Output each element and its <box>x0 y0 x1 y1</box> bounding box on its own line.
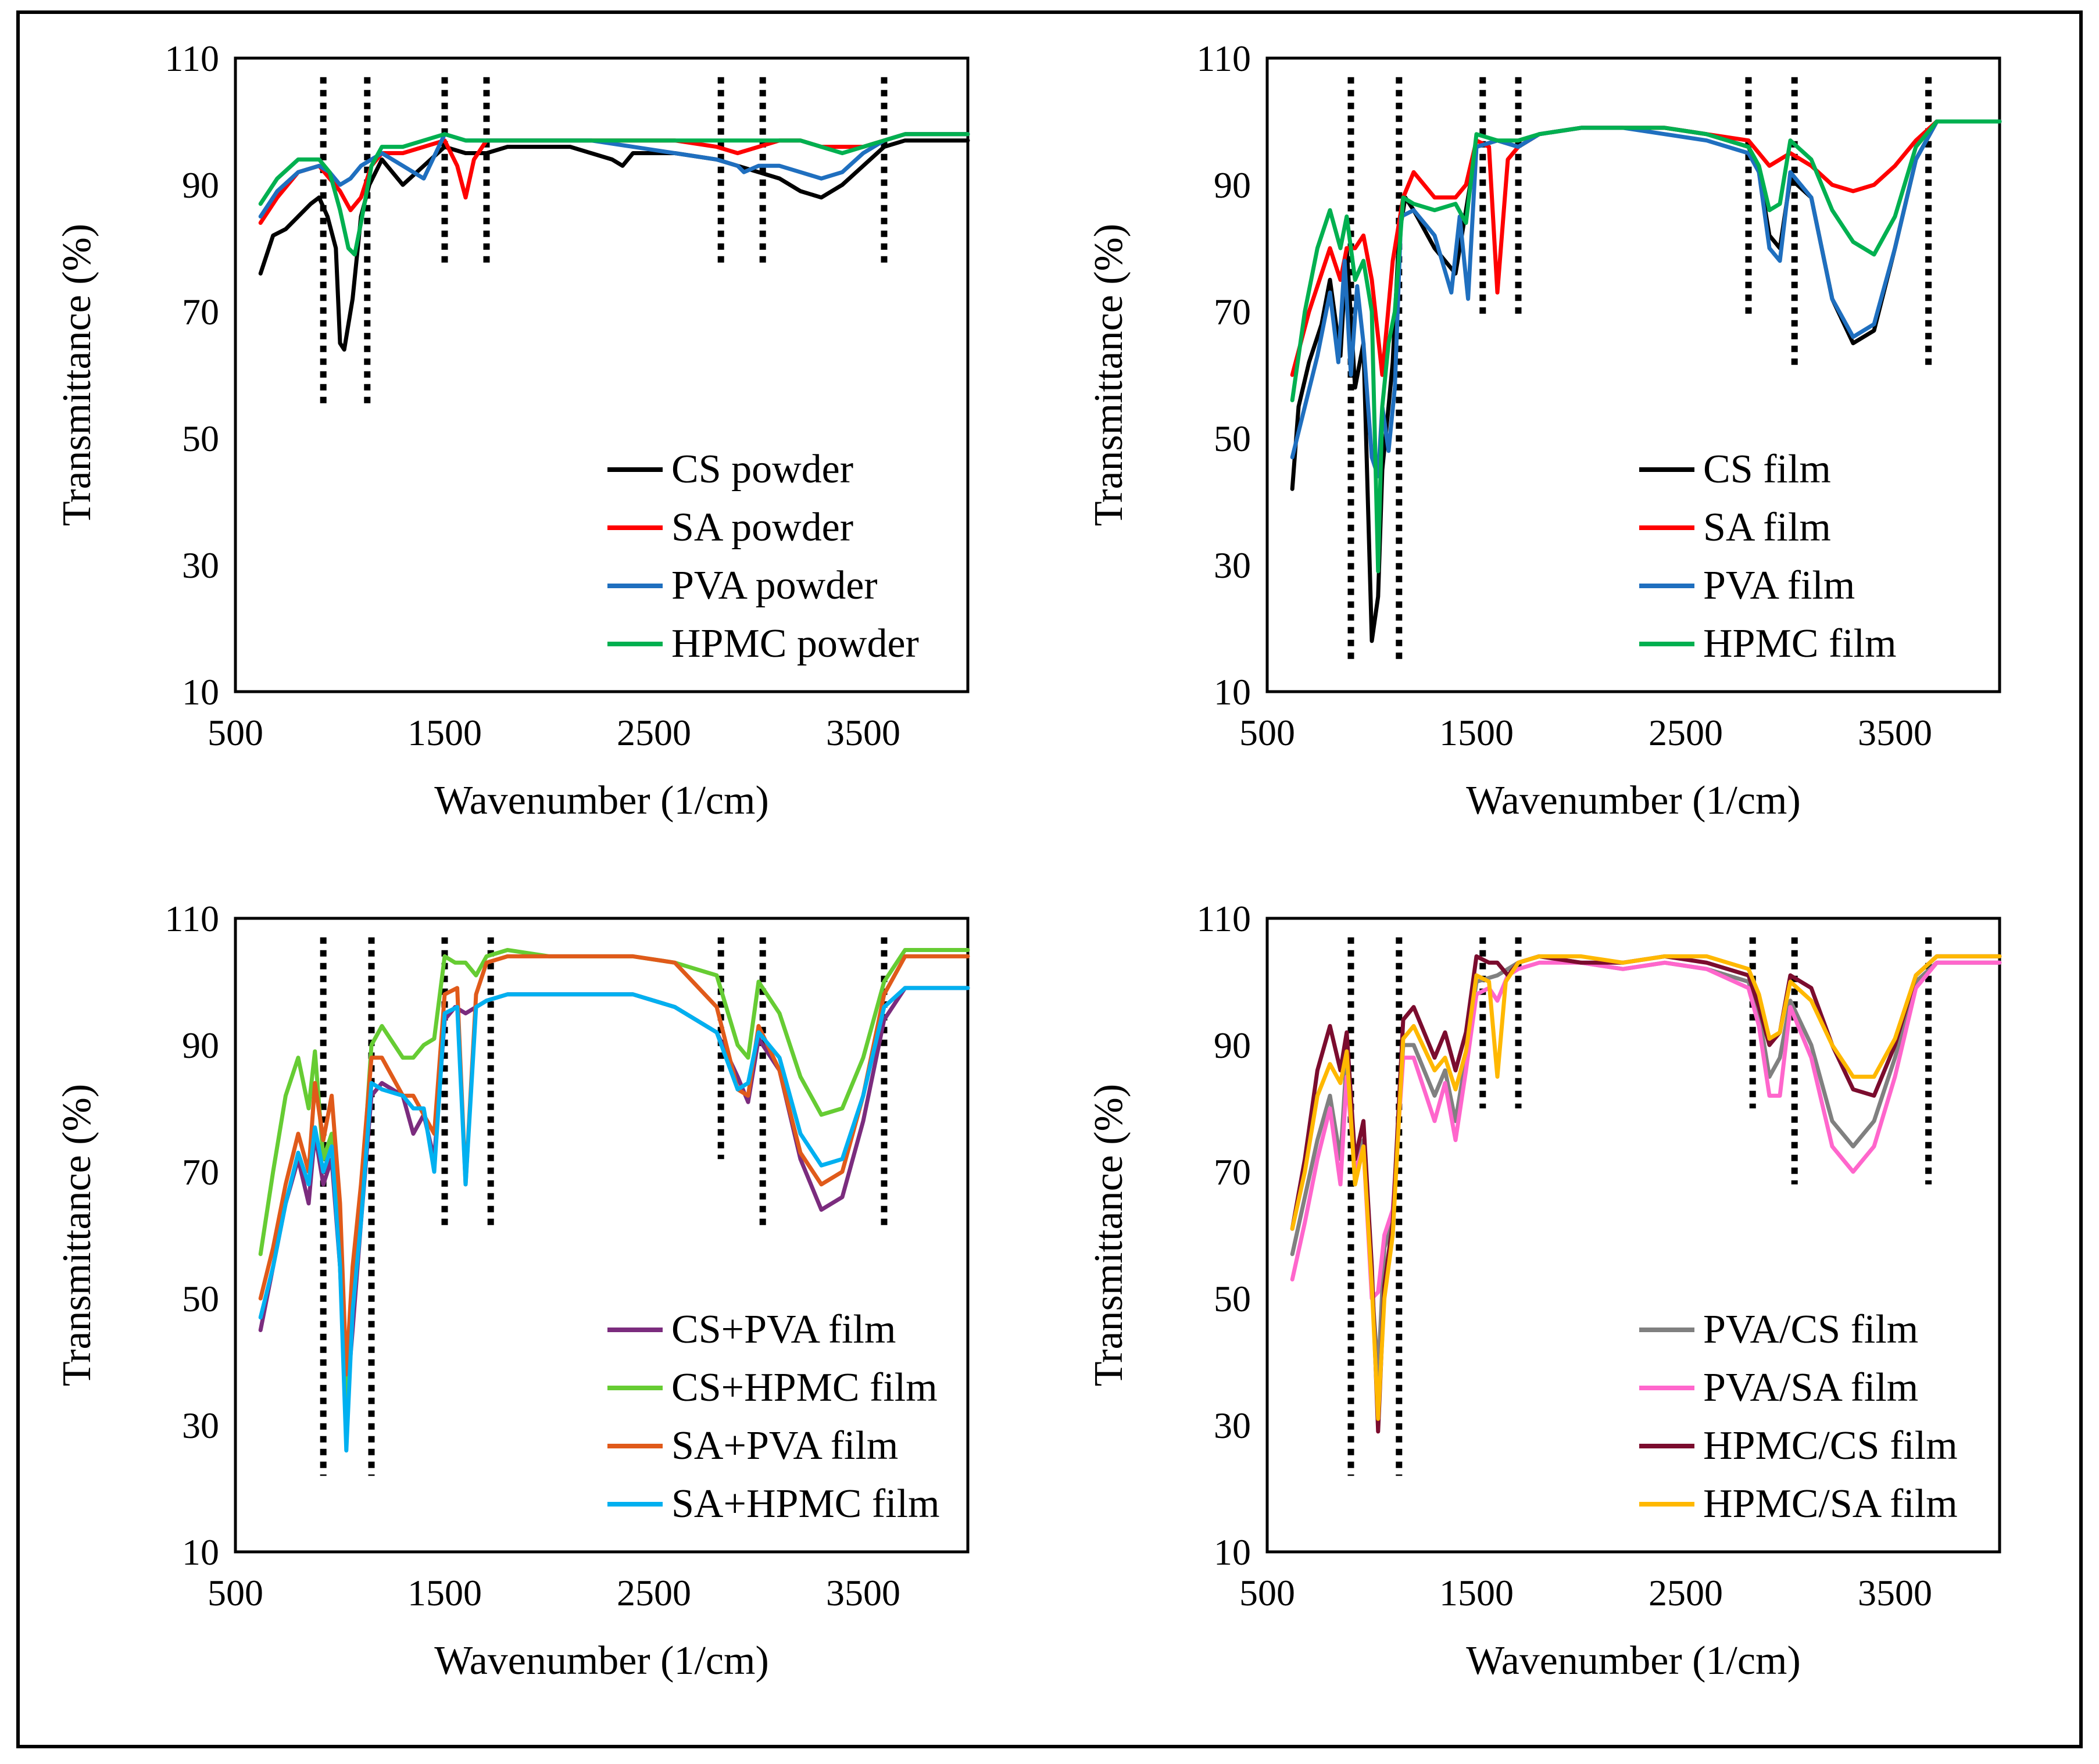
x-axis-title: Wavenumber (1/cm) <box>434 1638 769 1683</box>
y-tick-label: 30 <box>182 545 219 586</box>
y-tick-label: 90 <box>182 164 219 206</box>
legend-label: CS powder <box>671 447 853 492</box>
x-tick-label: 3500 <box>1858 1572 1932 1613</box>
x-axis-title: Wavenumber (1/cm) <box>1466 778 1801 823</box>
series-line-sa-film <box>1290 119 2002 377</box>
series-line-cs-powder <box>258 138 970 352</box>
plot-area <box>1265 917 2001 1554</box>
figure-frame <box>16 10 2083 1748</box>
x-tick-label: 1500 <box>1439 1572 1514 1613</box>
series-line-sa-hpmc-film <box>258 986 970 1453</box>
y-tick-label: 70 <box>182 291 219 332</box>
y-tick-label: 110 <box>1196 898 1251 939</box>
y-tick-label: 50 <box>182 418 219 459</box>
x-tick-label: 2500 <box>1649 1572 1723 1613</box>
y-tick-label: 90 <box>1214 164 1251 206</box>
legend-label: PVA powder <box>671 563 878 608</box>
plot-area <box>1265 56 2001 693</box>
legend-label: PVA film <box>1703 563 1855 608</box>
y-tick-label: 30 <box>1214 1405 1251 1446</box>
plot-area <box>234 917 970 1554</box>
y-tick-label: 90 <box>182 1025 219 1066</box>
y-tick-label: 50 <box>1214 418 1251 459</box>
y-axis-title: Transmittance (%) <box>1086 224 1131 526</box>
y-tick-label: 70 <box>1214 1151 1251 1193</box>
chart-panel-3: 10 30 50 70 90 110 500 1500 2500 3500 Wavenumber (… <box>55 898 970 1683</box>
legend-label: CS film <box>1703 447 1831 492</box>
y-axis-title: Transmittance (%) <box>55 1084 99 1386</box>
x-tick-label: 3500 <box>826 712 900 753</box>
legend-label: PVA/SA film <box>1703 1365 1918 1410</box>
chart-panel-2: 10 30 50 70 90 110 500 1500 2500 3500 Wavenumber (… <box>1086 38 2002 823</box>
y-tick-label: 10 <box>182 1532 219 1573</box>
series-line-cs-pva-film <box>258 986 970 1408</box>
x-tick-label: 500 <box>208 712 263 753</box>
legend-label: HPMC film <box>1703 621 1897 666</box>
y-tick-label: 90 <box>1214 1025 1251 1066</box>
x-tick-label: 1500 <box>1439 712 1514 753</box>
chart-panel-1: 10 30 50 70 90 110 500 1500 2500 3500 Wavenumber (… <box>55 38 970 823</box>
legend-label: HPMC/SA film <box>1703 1482 1958 1526</box>
x-tick-label: 1500 <box>407 1572 482 1613</box>
y-tick-label: 50 <box>182 1278 219 1319</box>
y-tick-label: 10 <box>1214 1532 1251 1573</box>
plot-area <box>234 56 970 693</box>
y-tick-label: 110 <box>165 898 219 939</box>
x-tick-label: 500 <box>1239 1572 1295 1613</box>
chart-panel-4: 10 30 50 70 90 110 500 1500 2500 3500 Wavenumber (… <box>1086 898 2002 1683</box>
x-tick-label: 2500 <box>617 712 691 753</box>
series-line-hpmc-powder <box>258 132 970 257</box>
x-tick-label: 3500 <box>1858 712 1932 753</box>
legend-label: SA film <box>1703 505 1831 550</box>
y-tick-label: 110 <box>1196 38 1251 79</box>
x-tick-label: 2500 <box>1649 712 1723 753</box>
x-tick-label: 3500 <box>826 1572 900 1613</box>
series-line-hpmc-sa-film <box>1290 954 2002 1421</box>
legend-label: SA+PVA film <box>671 1423 898 1468</box>
y-tick-label: 70 <box>1214 291 1251 332</box>
y-tick-label: 10 <box>182 671 219 713</box>
y-tick-label: 70 <box>182 1151 219 1193</box>
x-axis-title: Wavenumber (1/cm) <box>1466 1638 1801 1683</box>
legend-label: SA+HPMC film <box>671 1482 940 1526</box>
y-tick-label: 30 <box>1214 545 1251 586</box>
legend-label: HPMC powder <box>671 621 919 666</box>
x-tick-label: 1500 <box>407 712 482 753</box>
y-tick-label: 30 <box>182 1405 219 1446</box>
y-axis-title: Transmittance (%) <box>1086 1084 1131 1386</box>
y-tick-label: 50 <box>1214 1278 1251 1319</box>
series-line-cs-hpmc-film <box>258 948 970 1415</box>
y-axis-title: Transmittance (%) <box>55 224 99 526</box>
legend-label: HPMC/CS film <box>1703 1423 1958 1468</box>
x-axis-title: Wavenumber (1/cm) <box>434 778 769 823</box>
x-tick-label: 500 <box>208 1572 263 1613</box>
legend-label: CS+HPMC film <box>671 1365 938 1410</box>
legend-label: SA powder <box>671 505 853 550</box>
legend-label: CS+PVA film <box>671 1307 896 1352</box>
legend-label: PVA/CS film <box>1703 1307 1918 1352</box>
y-tick-label: 10 <box>1214 671 1251 713</box>
x-tick-label: 2500 <box>617 1572 691 1613</box>
x-tick-label: 500 <box>1239 712 1295 753</box>
series-line-hpmc-film <box>1290 119 2002 574</box>
y-tick-label: 110 <box>165 38 219 79</box>
